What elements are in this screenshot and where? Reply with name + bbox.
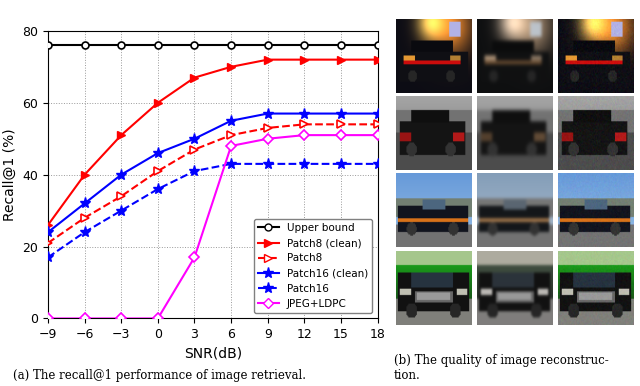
Text: (a) The recall@1 performance of image retrieval.: (a) The recall@1 performance of image re… [13,369,306,382]
Y-axis label: Recall@1 (%): Recall@1 (%) [3,129,17,221]
Legend: Upper bound, Patch8 (clean), Patch8, Patch16 (clean), Patch16, JPEG+LDPC: Upper bound, Patch8 (clean), Patch8, Pat… [253,219,372,313]
Text: (b) The quality of image reconstruc-
tion.: (b) The quality of image reconstruc- tio… [394,354,609,382]
X-axis label: SNR(dB): SNR(dB) [184,347,242,361]
